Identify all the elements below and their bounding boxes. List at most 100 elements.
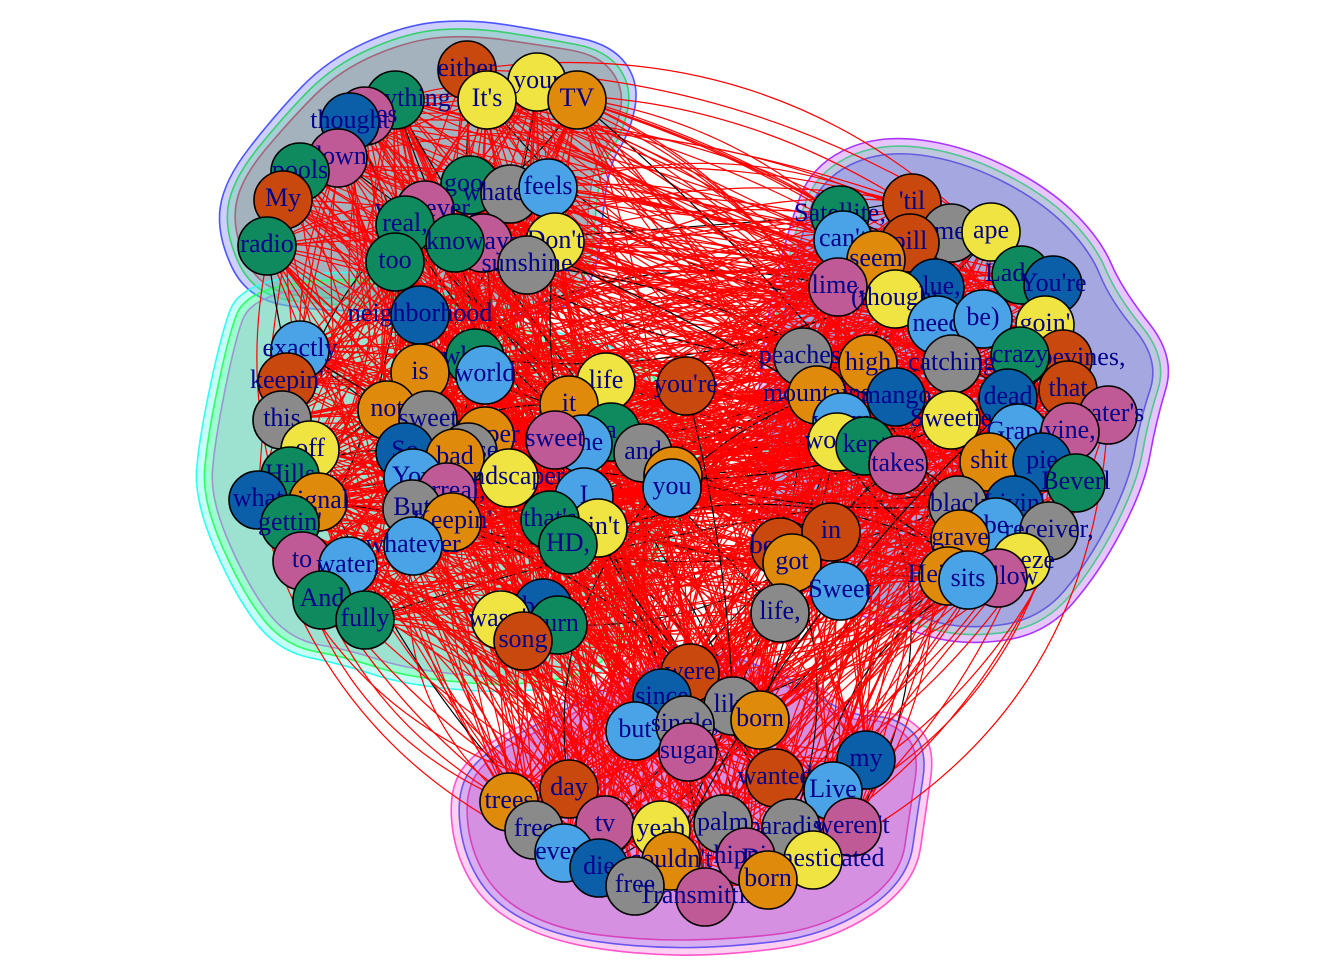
node-circle bbox=[605, 856, 665, 916]
edge bbox=[419, 349, 1015, 506]
node-label: grave bbox=[931, 522, 989, 551]
edge bbox=[685, 385, 734, 707]
node-label: you're bbox=[654, 369, 718, 398]
edge bbox=[349, 121, 781, 548]
node-label: day bbox=[550, 772, 588, 801]
node-label: sugar bbox=[660, 735, 717, 764]
node-label: keepin' bbox=[250, 365, 324, 394]
edge bbox=[576, 99, 867, 761]
node-label: You're bbox=[1019, 268, 1086, 297]
graph-node: sweet bbox=[525, 410, 585, 470]
node-label: it bbox=[562, 388, 577, 417]
graph-node: born bbox=[738, 850, 798, 910]
node-label: born bbox=[744, 863, 792, 892]
node-label: to bbox=[292, 544, 312, 573]
node-label: got bbox=[775, 546, 809, 575]
node-label: need bbox=[912, 308, 961, 337]
node-layer: eitheryoureverythingwavesIt'sTVthoughtdo… bbox=[228, 40, 1144, 927]
graph-node: got bbox=[762, 533, 822, 593]
node-circle bbox=[938, 550, 998, 610]
graph-node: Beverl bbox=[1041, 453, 1111, 513]
node-circle bbox=[808, 257, 868, 317]
node-label: My bbox=[265, 183, 301, 212]
node-label: lime, bbox=[812, 270, 865, 299]
node-label: life, bbox=[759, 596, 800, 625]
node-label: catching bbox=[908, 347, 996, 376]
node-circle bbox=[656, 356, 716, 416]
graph-node: takes bbox=[868, 435, 928, 495]
node-circle bbox=[479, 448, 539, 508]
node-label: real, bbox=[382, 208, 427, 237]
node-circle bbox=[822, 797, 882, 857]
graph-node: (thought bbox=[851, 269, 940, 329]
node-label: feels bbox=[523, 171, 572, 200]
node-label: sunshine bbox=[482, 248, 573, 277]
node-label: 'til bbox=[899, 186, 925, 215]
edge bbox=[321, 81, 538, 601]
edge bbox=[281, 419, 959, 506]
node-circle bbox=[961, 202, 1021, 262]
graph-node: Sweetie bbox=[910, 390, 992, 450]
graph-node: feels bbox=[518, 158, 578, 218]
edge bbox=[671, 461, 990, 500]
node-circle bbox=[335, 590, 395, 650]
graph-node: too bbox=[365, 232, 425, 292]
graph-node: neighborhood bbox=[348, 285, 492, 345]
node-label: I bbox=[580, 480, 589, 509]
edge bbox=[404, 224, 1022, 563]
node-circle bbox=[1046, 453, 1106, 513]
node-label: ape bbox=[973, 215, 1009, 244]
node-label: neighborhood bbox=[348, 298, 492, 327]
graph-node: catching bbox=[908, 334, 996, 394]
edge bbox=[309, 99, 396, 451]
graph-node: gettin' bbox=[258, 494, 322, 554]
node-label: Sweetie bbox=[910, 403, 992, 432]
node-label: free bbox=[615, 869, 655, 898]
node-circle bbox=[750, 583, 810, 643]
node-label: that bbox=[1049, 373, 1089, 402]
node-label: sits bbox=[951, 563, 986, 592]
edge bbox=[554, 439, 663, 699]
graph-node: sugar bbox=[658, 722, 718, 782]
node-circle bbox=[810, 561, 870, 621]
edge bbox=[347, 565, 747, 858]
node-circle bbox=[538, 515, 598, 575]
graph-node: wanted bbox=[737, 748, 813, 808]
edge bbox=[347, 526, 997, 633]
node-label: my bbox=[849, 743, 882, 772]
node-label: be) bbox=[966, 302, 999, 331]
node-label: radio bbox=[240, 229, 293, 258]
graph-node: ape bbox=[961, 202, 1021, 262]
node-circle bbox=[497, 235, 557, 295]
node-label: takes bbox=[871, 448, 924, 477]
node-label: And bbox=[300, 583, 345, 612]
node-label: know bbox=[426, 226, 484, 255]
graph-node: day bbox=[539, 759, 599, 819]
node-label: Sweet bbox=[808, 574, 872, 603]
graph-node: but bbox=[605, 701, 665, 761]
graph-node: free bbox=[605, 856, 665, 916]
node-circle bbox=[455, 345, 515, 405]
node-label: thought bbox=[310, 105, 390, 134]
node-label: mango bbox=[861, 380, 932, 409]
graph-node: world bbox=[455, 345, 516, 405]
node-circle bbox=[547, 70, 607, 130]
edge bbox=[554, 214, 841, 243]
node-circle bbox=[457, 70, 517, 130]
graph-node: you bbox=[642, 458, 702, 518]
graph-node: fully bbox=[335, 590, 395, 650]
graph-node: HD, bbox=[538, 515, 598, 575]
graph-node: sunshine bbox=[482, 235, 573, 295]
node-label: but bbox=[618, 714, 652, 743]
node-circle bbox=[642, 458, 702, 518]
graph-node: mango bbox=[861, 367, 932, 427]
node-circle bbox=[730, 690, 790, 750]
edge bbox=[865, 419, 952, 761]
node-circle bbox=[953, 289, 1013, 349]
edge bbox=[542, 287, 936, 609]
graph-node: born bbox=[730, 690, 790, 750]
node-label: world bbox=[455, 358, 516, 387]
graph-node: lime, bbox=[808, 257, 868, 317]
graph-node: My bbox=[253, 170, 313, 230]
graph-node: radio bbox=[237, 216, 297, 276]
